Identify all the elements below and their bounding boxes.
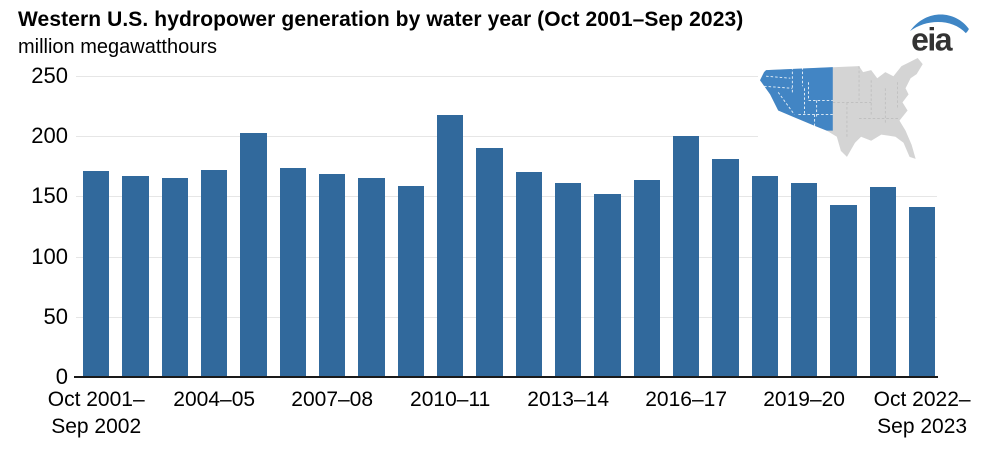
bar-2002–03: [122, 175, 149, 377]
bar-2003–04: [161, 178, 189, 377]
y-tick-label: 250: [31, 63, 68, 88]
bar-2011–12: [476, 148, 503, 377]
us-map-western-states: [758, 52, 950, 173]
eia-logo-swoosh-icon: [910, 14, 969, 34]
bar-2017–18: [712, 159, 739, 377]
bar-2012–13: [515, 172, 543, 377]
x-tick-label: 2007–08: [291, 388, 374, 411]
x-tick-label: Oct 2001– Sep 2002: [47, 388, 145, 438]
bar-2021–22: [869, 186, 896, 377]
y-axis-labels: 0 50 100 150 200 250: [14, 0, 68, 467]
bar-2019–20: [790, 183, 818, 377]
eia-logo: eia: [910, 14, 969, 54]
chart-title: Western U.S. hydropower generation by wa…: [18, 8, 744, 31]
western-state-borders: [764, 67, 833, 129]
x-tick-label: 2013–14: [527, 388, 610, 411]
eia-logo-text: eia: [911, 22, 953, 54]
bar-2004–05: [200, 169, 228, 377]
bar-2014–15: [594, 194, 621, 377]
eastern-state-borders: [832, 66, 900, 137]
y-tick-label: 150: [31, 183, 68, 209]
gridline-250: [76, 76, 937, 77]
bar-2015–16: [633, 179, 660, 377]
x-axis-line: [74, 376, 938, 378]
bar-2020–21: [830, 204, 857, 377]
bar-2016–17: [672, 136, 700, 377]
gridline-50: [76, 316, 937, 318]
x-tick-label: Oct 2022– Sep 2023: [873, 388, 971, 438]
x-tick-label: 2016–17: [645, 388, 728, 411]
x-axis-labels: Oct 2001– Sep 2002 2004–05 2007–08 2010–11 2…: [48, 386, 971, 448]
bar-2010–11: [436, 114, 464, 377]
bar-2001–02: [83, 171, 110, 377]
gridline-200: [76, 136, 937, 138]
y-tick-label: 200: [31, 123, 68, 149]
chart-units-subtitle: million megawatthours: [18, 36, 217, 58]
plot-area: [76, 76, 937, 377]
y-tick-label: 100: [31, 243, 68, 269]
bar-2013–14: [554, 183, 582, 377]
x-tick-label: 2010–11: [410, 388, 491, 411]
gridline-150: [76, 196, 937, 198]
x-tick-label: 2019–20: [763, 388, 845, 411]
bar-2006–07: [279, 167, 307, 377]
bar-2007–08: [318, 173, 346, 377]
x-tick-label: 2004–05: [173, 388, 256, 411]
bar-2022–23: [908, 207, 936, 377]
y-tick-label: 50: [43, 303, 68, 329]
bar-2005–06: [240, 132, 267, 377]
bar-2018–19: [751, 175, 778, 377]
bar-2009–10: [397, 185, 425, 377]
gridline-100: [76, 256, 937, 258]
bar-2008–09: [358, 178, 385, 377]
y-tick-label: 0: [55, 364, 68, 389]
